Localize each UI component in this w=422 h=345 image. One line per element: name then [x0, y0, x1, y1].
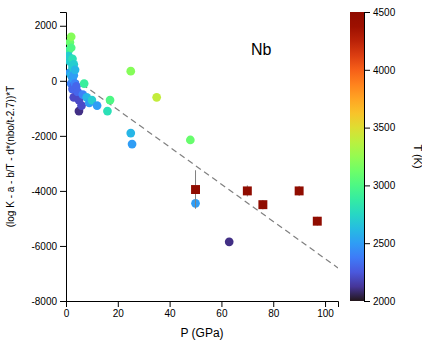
series [191, 170, 322, 225]
colorbar-tick-mark [364, 185, 370, 186]
chart: 0 20 40 60 80 100 -8000 -6000 -4000 -2000 0 2000 Nb P… [0, 0, 422, 345]
y-tick-label: -2000 [31, 131, 57, 142]
x-tick: 80 [268, 301, 280, 319]
colorbar-axis: 2000 2500 3000 3500 4000 4500 [364, 7, 396, 307]
x-tick-mark [325, 301, 326, 307]
colorbar-tick-mark [364, 243, 370, 244]
y-tick-mark [60, 26, 66, 27]
circle-point [126, 129, 135, 138]
x-tick: 0 [64, 301, 70, 319]
y-tick-mark [60, 191, 66, 192]
circle-point [186, 136, 195, 145]
x-tick-label: 80 [268, 308, 280, 319]
circle-point [67, 43, 76, 52]
y-tick-label: -8000 [31, 296, 57, 307]
x-axis: 0 20 40 60 80 100 [64, 301, 339, 319]
y-axis-label: (log K - a - b/T - d*(nbo/t-2.7))*T [5, 86, 16, 228]
x-tick-mark [273, 301, 274, 307]
colorbar-tick: 3000 [364, 180, 396, 191]
circle-point [71, 65, 80, 74]
square-point [243, 186, 252, 195]
colorbar-tick-label: 3500 [373, 122, 396, 133]
circle-point [128, 140, 137, 149]
marks [66, 32, 338, 268]
circle-point [103, 107, 112, 116]
x-tick: 60 [216, 301, 228, 319]
y-axis: -8000 -6000 -4000 -2000 0 2000 [31, 13, 66, 307]
y-tick-label: 2000 [35, 20, 58, 31]
series [66, 32, 195, 148]
x-axis-label: P (GPa) [180, 326, 223, 340]
x-tick: 40 [165, 301, 177, 319]
colorbar-axis-line [365, 13, 371, 302]
colorbar-tick-label: 4000 [373, 65, 396, 76]
y-tick-label: 0 [51, 76, 57, 87]
plot-area: 0 20 40 60 80 100 -8000 -6000 -4000 -2000 0 2000 Nb P… [5, 7, 422, 340]
colorbar-tick-mark [364, 128, 370, 129]
colorbar-tick-label: 4500 [373, 7, 396, 18]
circle-point [225, 237, 234, 246]
x-tick-label: 100 [317, 308, 334, 319]
colorbar-tick-label: 3000 [373, 180, 396, 191]
y-tick-mark [60, 246, 66, 247]
y-tick-mark [60, 136, 66, 137]
colorbar-tick-mark [364, 301, 370, 302]
x-tick: 100 [317, 301, 334, 319]
colorbar-tick-label: 2500 [373, 238, 396, 249]
circle-point [93, 101, 102, 110]
line [66, 73, 338, 268]
square-point [258, 200, 267, 209]
colorbar-label: T (K) [412, 144, 422, 168]
x-tick: 20 [113, 301, 125, 319]
series [191, 199, 233, 246]
y-axis-line [60, 13, 67, 302]
colorbar-tick: 4500 [364, 7, 396, 18]
colorbar-tick-label: 2000 [373, 296, 396, 307]
colorbar-tick-mark [364, 70, 370, 71]
x-tick-mark [118, 301, 119, 307]
x-tick-label: 40 [165, 308, 177, 319]
colorbar-gradient [350, 12, 364, 301]
colorbar-tick: 3500 [364, 122, 396, 133]
y-tick: -2000 [31, 131, 66, 142]
x-tick-mark [221, 301, 222, 307]
y-tick: 0 [51, 76, 66, 87]
y-tick-label: -6000 [31, 241, 57, 252]
colorbar-tick: 2500 [364, 238, 396, 249]
y-tick-mark [60, 301, 66, 302]
circle-point [106, 96, 115, 105]
y-tick: -4000 [31, 186, 66, 197]
x-tick-label: 60 [216, 308, 228, 319]
square-point [295, 186, 304, 195]
colorbar-tick: 2000 [364, 296, 396, 307]
square-point [313, 217, 322, 226]
circle-point [67, 32, 76, 41]
series [66, 73, 338, 268]
y-tick: -8000 [31, 296, 66, 307]
circle-point [77, 101, 86, 110]
x-axis-line [67, 302, 339, 308]
x-tick-label: 0 [64, 308, 70, 319]
x-tick-mark [170, 301, 171, 307]
x-tick-label: 20 [113, 308, 125, 319]
title: Nb [251, 41, 272, 58]
circle-point [152, 93, 161, 102]
y-tick-label: -4000 [31, 186, 57, 197]
circle-point [126, 67, 135, 76]
circle-point [80, 79, 89, 88]
colorbar-tick: 4000 [364, 65, 396, 76]
square-point [191, 185, 200, 194]
y-tick: -6000 [31, 241, 66, 252]
y-tick-mark [60, 81, 66, 82]
y-tick: 2000 [35, 20, 66, 31]
colorbar: 2000 2500 3000 3500 4000 4500 T (K) [350, 7, 422, 307]
colorbar-tick-mark [364, 12, 370, 13]
